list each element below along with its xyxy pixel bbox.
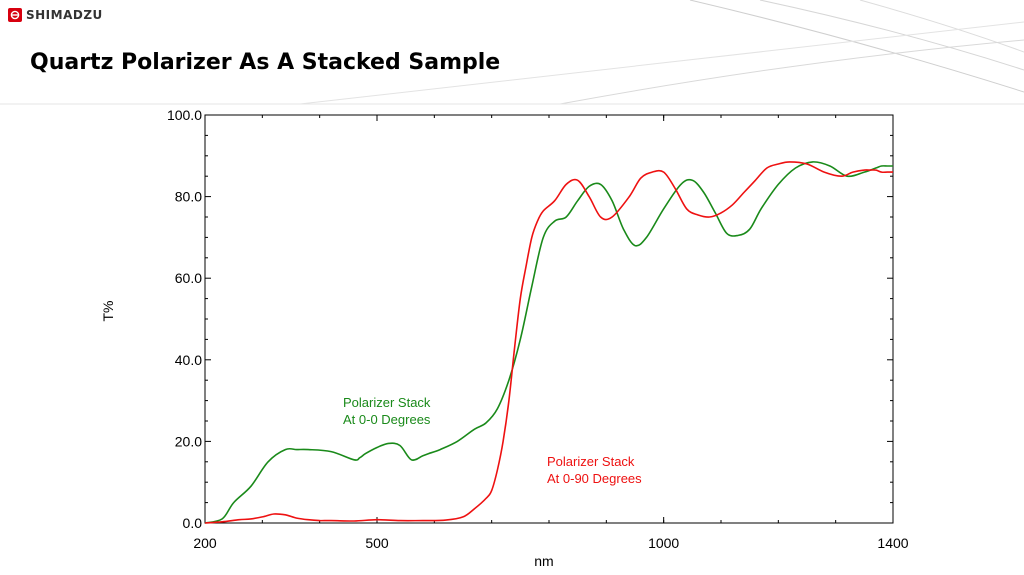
page-title: Quartz Polarizer As A Stacked Sample — [30, 50, 501, 75]
shimadzu-logo: SHIMADZU — [8, 8, 103, 22]
y-axis-title: T% — [100, 301, 116, 322]
shimadzu-logo-icon — [8, 8, 22, 22]
annotation-0-0-degrees: At 0-0 Degrees — [343, 412, 431, 427]
y-tick-label: 0.0 — [183, 515, 203, 531]
x-tick-label: 1400 — [877, 535, 908, 551]
annotation-0-0-degrees: Polarizer Stack — [343, 395, 431, 410]
annotation-0-90-degrees: Polarizer Stack — [547, 454, 635, 469]
y-tick-label: 20.0 — [175, 433, 202, 449]
decorative-arcs — [0, 0, 1024, 105]
annotation-0-90-degrees: At 0-90 Degrees — [547, 471, 642, 486]
series-line-0-0-degrees — [204, 161, 893, 524]
series-line-0-90-degrees — [204, 161, 893, 524]
y-tick-label: 80.0 — [175, 189, 202, 205]
brand-name: SHIMADZU — [26, 8, 103, 22]
y-tick-label: 100.0 — [167, 107, 202, 123]
x-tick-label: 1000 — [648, 535, 679, 551]
y-tick-label: 40.0 — [175, 352, 202, 368]
y-tick-label: 60.0 — [175, 270, 202, 286]
x-axis-title: nm — [534, 553, 553, 569]
x-tick-label: 200 — [193, 535, 217, 551]
x-tick-label: 500 — [365, 535, 389, 551]
